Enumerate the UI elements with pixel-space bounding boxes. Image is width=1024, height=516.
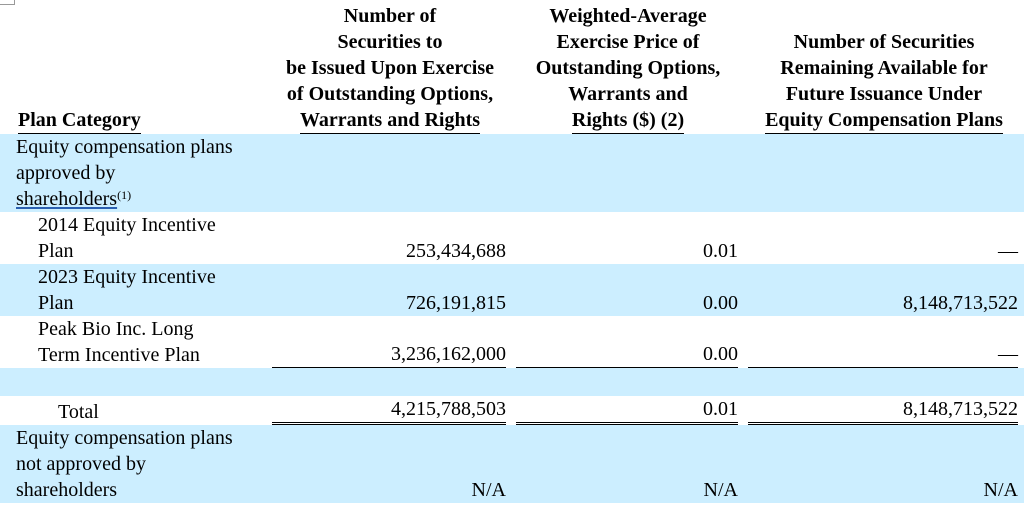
cell-available: —: [998, 240, 1018, 262]
cell-price: 0.00: [512, 264, 744, 316]
section-approved-label: Equity compensation plans approved by sh…: [0, 134, 268, 212]
total-price: 0.01: [512, 396, 744, 425]
table-row: 2023 Equity Incentive Plan 726,191,815 0.…: [0, 264, 1024, 316]
total-issued: 4,215,788,503: [268, 396, 512, 425]
cell-issued: N/A: [268, 425, 512, 503]
cell-issued: 3,236,162,000: [268, 316, 512, 368]
cell-issued: 726,191,815: [268, 264, 512, 316]
cell-price: 0.01: [703, 240, 738, 262]
table-row: Peak Bio Inc. Long Term Incentive Plan 3,…: [0, 316, 1024, 368]
row-label: 2023 Equity Incentive Plan: [0, 264, 268, 316]
section-not-approved-row: Equity compensation plans not approved b…: [0, 425, 1024, 503]
row-label: 2014 Equity Incentive Plan: [38, 214, 216, 262]
corner-mark: [0, 0, 15, 5]
header-plan-category: Plan Category: [0, 0, 268, 134]
cell-price: 0.00: [512, 316, 744, 368]
total-row: Total 4,215,788,503 0.01 8,148,713,522: [0, 396, 1024, 425]
table-row: 2014 Equity Incentive Plan 253,434,688 0.…: [0, 212, 1024, 264]
total-available: 8,148,713,522: [744, 396, 1024, 425]
cell-available: N/A: [744, 425, 1024, 503]
header-row: Plan Category Number of Securities to be…: [0, 0, 1024, 134]
header-remaining-available: Number of Securities Remaining Available…: [744, 0, 1024, 134]
cell-price: N/A: [512, 425, 744, 503]
spacer-row: [0, 368, 1024, 396]
total-label: Total: [58, 401, 99, 423]
section-not-approved-label: Equity compensation plans not approved b…: [0, 425, 268, 503]
header-weighted-average-price: Weighted-Average Exercise Price of Outst…: [512, 0, 744, 134]
header-securities-to-be-issued: Number of Securities to be Issued Upon E…: [268, 0, 512, 134]
footnote-marker: (1): [117, 188, 132, 202]
section-approved-row: Equity compensation plans approved by sh…: [0, 134, 1024, 212]
equity-compensation-table: Plan Category Number of Securities to be…: [0, 0, 1024, 503]
cell-issued: 253,434,688: [406, 240, 506, 262]
shareholders-link[interactable]: shareholders: [16, 188, 118, 210]
cell-available: —: [744, 316, 1024, 368]
cell-available: 8,148,713,522: [744, 264, 1024, 316]
row-label: Peak Bio Inc. Long Term Incentive Plan: [38, 318, 200, 366]
